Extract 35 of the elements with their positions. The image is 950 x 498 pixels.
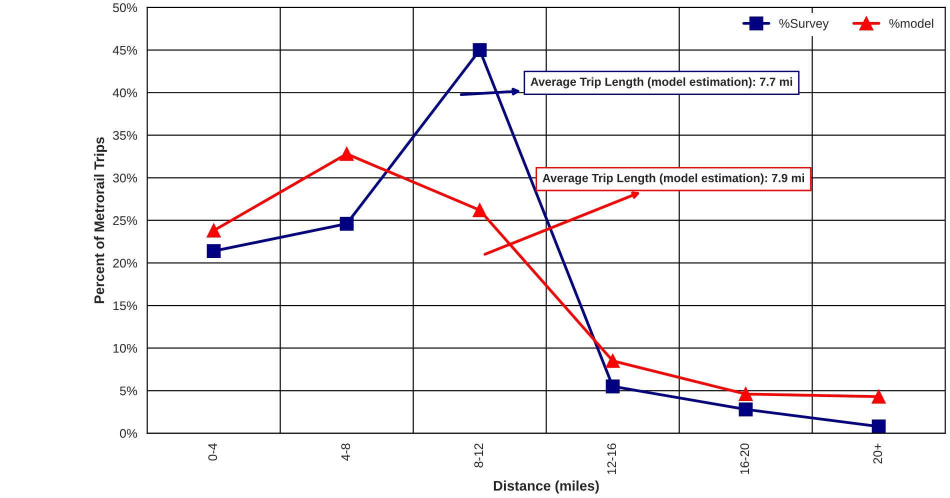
legend-label: %model <box>889 18 934 28</box>
point <box>206 244 221 258</box>
point <box>872 420 886 434</box>
point <box>606 354 620 368</box>
y-tick-label: 10% <box>113 344 138 353</box>
point <box>340 216 354 231</box>
x-tick-label: 16-20 <box>740 443 750 474</box>
y-tick-label: 50% <box>113 3 138 12</box>
y-tick-label: 20% <box>113 258 138 268</box>
point <box>472 43 487 57</box>
point <box>872 390 886 404</box>
x-tick-label: 0-4 <box>208 443 218 461</box>
y-tick-label: 40% <box>112 88 138 98</box>
x-tick-label: 8-12 <box>474 444 484 468</box>
y-tick-label: 15% <box>113 301 138 310</box>
point <box>340 146 354 161</box>
point <box>738 387 753 402</box>
y-tick-label: 45% <box>112 46 138 55</box>
point <box>472 203 487 218</box>
point <box>606 379 620 394</box>
y-tick-label: 35% <box>112 131 138 140</box>
point <box>738 402 753 416</box>
x-tick-label: 12-16 <box>607 444 616 474</box>
annotation: Average Trip Length (model estimation): 7.9 mi <box>542 174 804 185</box>
legend-label: %Survey <box>779 19 829 30</box>
y-tick-label: 0% <box>120 429 138 438</box>
annotation: Average Trip Length (model estimation): 7.7 mi <box>530 77 792 88</box>
x-tick-label: 20+ <box>873 444 882 464</box>
y-tick-label: 25% <box>113 216 138 226</box>
y-tick-label: 30% <box>112 174 138 182</box>
x-tick-label: 4-8 <box>341 444 350 461</box>
point <box>206 224 221 238</box>
x-axis-title: Distance (miles) <box>494 480 599 494</box>
y-axis-title: Percent of Metrorail Trips <box>94 137 107 304</box>
y-tick-label: 5% <box>120 386 138 396</box>
